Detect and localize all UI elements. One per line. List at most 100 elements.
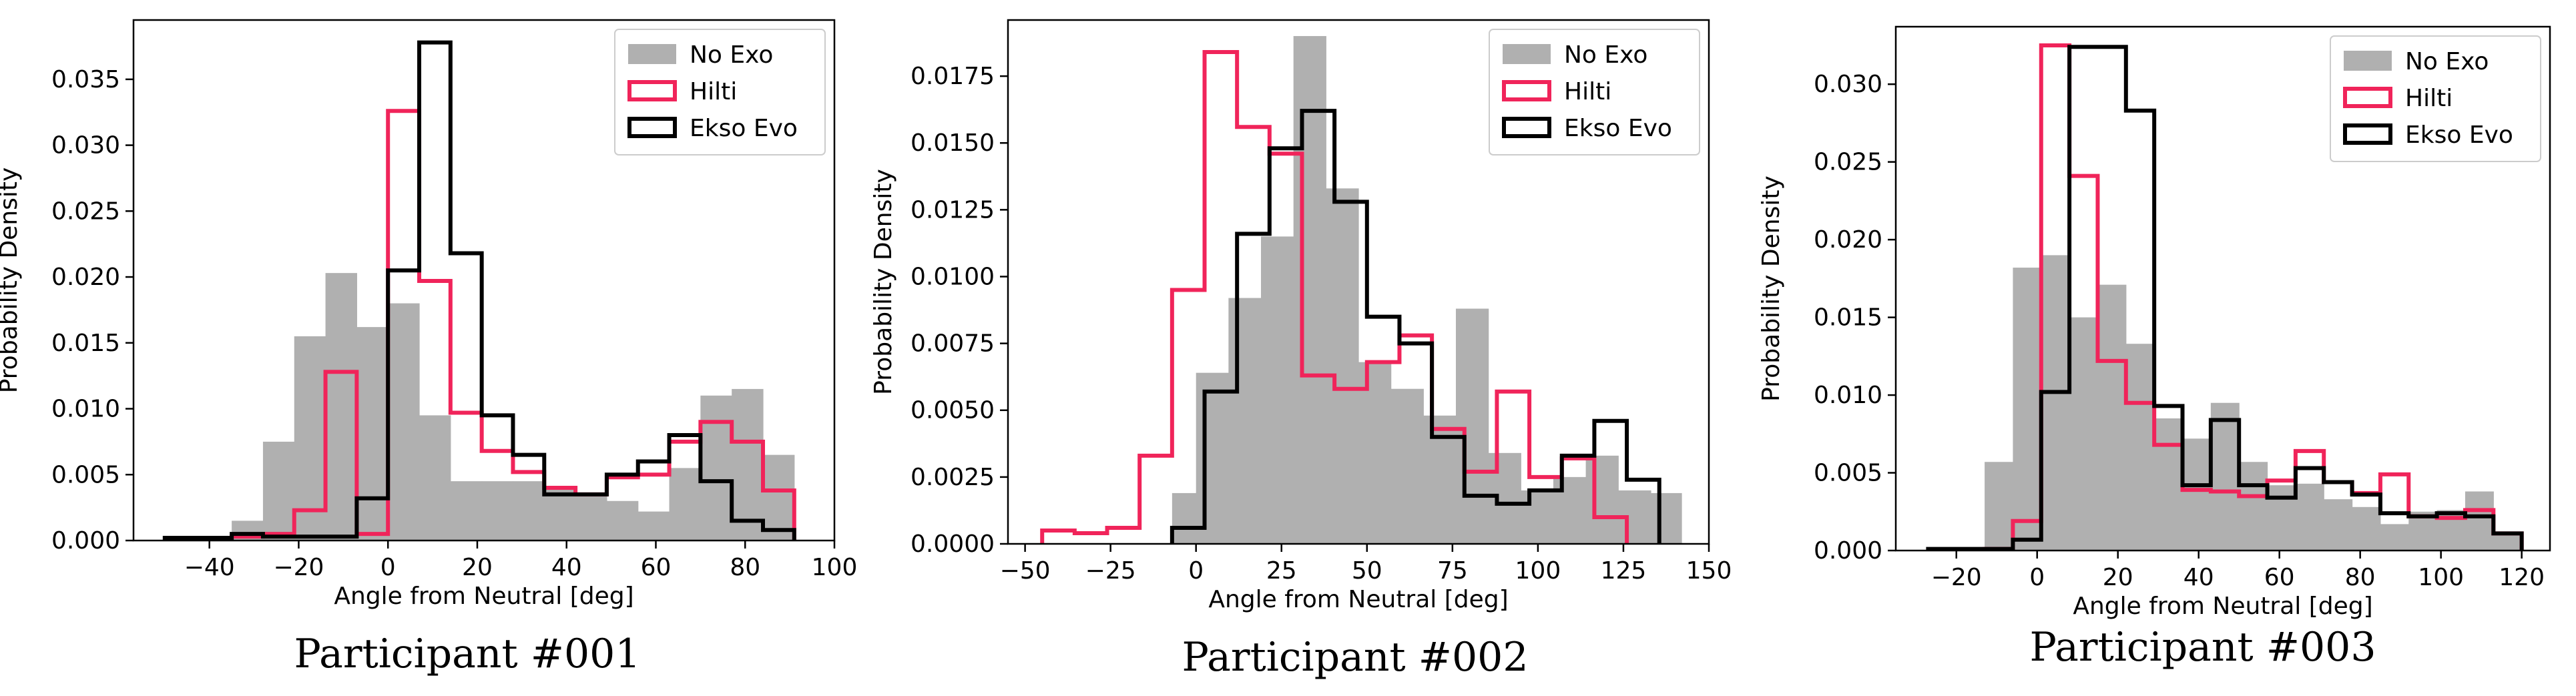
legend: No Exo Hilti Ekso Evo bbox=[2330, 35, 2541, 162]
x-tick-label: 20 bbox=[2103, 564, 2133, 591]
x-tick-label: 60 bbox=[641, 554, 672, 581]
histogram-bar bbox=[1455, 308, 1489, 544]
legend-swatch bbox=[628, 44, 676, 64]
histogram-bar bbox=[1172, 492, 1197, 544]
series-ekso-evo bbox=[162, 40, 796, 541]
legend-label: No Exo bbox=[690, 41, 773, 69]
legend-swatch bbox=[627, 117, 677, 138]
histogram-panel-participant-002: −50 −25 0 25 50 75 100 125 150 0.0000 0.0025 0.0050… bbox=[870, 19, 1732, 613]
step-line bbox=[1926, 45, 2524, 551]
histogram-bar bbox=[762, 454, 795, 541]
histogram-bar bbox=[2352, 506, 2381, 551]
histogram-bar bbox=[1650, 492, 1682, 544]
axes-frame bbox=[1894, 25, 2551, 552]
caption-participant-002: Participant #002 bbox=[1182, 634, 1529, 681]
y-tick-label: 0.0050 bbox=[911, 397, 995, 424]
y-tick-label: 0.020 bbox=[51, 264, 120, 291]
y-tick-label: 0.010 bbox=[51, 396, 120, 423]
histogram-bar bbox=[1196, 372, 1229, 544]
series-no-exo bbox=[1985, 255, 2523, 551]
y-tick-label: 0.025 bbox=[51, 198, 120, 225]
step-line bbox=[1170, 109, 1661, 544]
y-axis-label: Probability Density bbox=[0, 167, 23, 394]
histogram-bar bbox=[1521, 490, 1554, 544]
histogram-bar bbox=[2097, 284, 2127, 551]
histogram-bar bbox=[356, 327, 389, 541]
x-tick-label: 25 bbox=[1266, 557, 1297, 585]
y-tick-label: 0.0125 bbox=[911, 196, 995, 224]
y-tick-label: 0.015 bbox=[51, 330, 120, 357]
y-tick-label: 0.030 bbox=[1814, 71, 1882, 98]
y-tick-label: 0.025 bbox=[1814, 149, 1882, 176]
histogram-bar bbox=[2493, 533, 2523, 551]
legend-swatch bbox=[1502, 117, 1551, 138]
histogram-bar bbox=[325, 273, 357, 541]
series-hilti bbox=[230, 109, 796, 541]
x-tick-label: 75 bbox=[1437, 557, 1468, 585]
x-axis-label: Angle from Neutral [deg] bbox=[2073, 593, 2372, 620]
legend-label: Ekso Evo bbox=[690, 115, 798, 142]
x-tick-label: 60 bbox=[2264, 564, 2295, 591]
histogram-bar bbox=[2069, 317, 2099, 551]
histogram-bar bbox=[1423, 415, 1457, 544]
histogram-bar bbox=[2154, 418, 2183, 551]
histogram-bar bbox=[419, 415, 451, 541]
histogram-bar bbox=[669, 468, 701, 541]
series-ekso-evo bbox=[1170, 109, 1661, 544]
y-tick-label: 0.020 bbox=[1814, 226, 1882, 254]
legend-swatch bbox=[2343, 87, 2392, 108]
histogram-bar bbox=[2013, 268, 2042, 551]
caption-participant-001: Participant #001 bbox=[294, 631, 641, 677]
x-tick-label: 50 bbox=[1352, 557, 1382, 585]
x-tick-label: −25 bbox=[1085, 557, 1136, 585]
histogram-bar bbox=[1488, 452, 1521, 544]
histogram-bar bbox=[637, 511, 670, 541]
histogram-bar bbox=[544, 488, 576, 541]
histogram-bar bbox=[1358, 362, 1392, 544]
histogram-bar bbox=[2295, 483, 2324, 551]
x-tick-label: 150 bbox=[1686, 557, 1732, 585]
histogram-bar bbox=[700, 395, 732, 541]
legend-swatch bbox=[1502, 80, 1551, 101]
histogram-bar bbox=[450, 481, 483, 541]
y-tick-label: 0.0000 bbox=[911, 531, 995, 558]
y-tick-label: 0.0025 bbox=[911, 464, 995, 491]
histogram-bar bbox=[294, 336, 326, 541]
y-axis-label: Probability Density bbox=[1758, 176, 1785, 402]
x-tick-label: −20 bbox=[273, 554, 324, 581]
histogram-panel-participant-001: −40 −20 0 20 40 60 80 100 0.000 0.005 0.010 0.015 0.… bbox=[0, 19, 857, 610]
histogram-bar bbox=[1390, 388, 1424, 544]
histogram-bar bbox=[1228, 298, 1262, 544]
x-tick-label: −20 bbox=[1931, 564, 1982, 591]
legend-label: Hilti bbox=[690, 78, 737, 105]
histogram-bar bbox=[1326, 188, 1359, 545]
caption-participant-003: Participant #003 bbox=[2029, 624, 2376, 671]
histogram-bar bbox=[732, 388, 764, 541]
step-line bbox=[230, 109, 796, 541]
series-hilti bbox=[1040, 50, 1629, 544]
x-tick-label: 0 bbox=[1188, 557, 1204, 585]
histogram-panel-participant-003: −20 0 20 40 60 80 100 120 0.000 0.005 0.010 0.015 0.… bbox=[1758, 25, 2551, 620]
x-axis-label: Angle from Neutral [deg] bbox=[1208, 586, 1508, 613]
y-tick-label: 0.000 bbox=[51, 527, 120, 555]
x-tick-label: 80 bbox=[730, 554, 760, 581]
x-tick-label: 40 bbox=[2183, 564, 2214, 591]
x-tick-label: 125 bbox=[1601, 557, 1647, 585]
step-line bbox=[162, 40, 796, 541]
histogram-bar bbox=[513, 481, 545, 541]
x-tick-label: −50 bbox=[1000, 557, 1051, 585]
histogram-bar bbox=[1585, 455, 1619, 544]
x-tick-label: 0 bbox=[380, 554, 396, 581]
histogram-bar bbox=[2239, 462, 2268, 551]
legend-swatch bbox=[627, 80, 677, 101]
legend-label: Hilti bbox=[1564, 78, 1611, 105]
legend: No Exo Hilti Ekso Evo bbox=[614, 29, 826, 155]
y-axis-label: Probability Density bbox=[870, 169, 897, 395]
x-tick-label: 20 bbox=[462, 554, 493, 581]
legend: No Exo Hilti Ekso Evo bbox=[1489, 29, 1700, 155]
y-tick-label: 0.0150 bbox=[911, 129, 995, 157]
x-tick-label: 120 bbox=[2499, 564, 2545, 591]
y-tick-label: 0.010 bbox=[1814, 382, 1882, 409]
y-tick-label: 0.000 bbox=[1814, 537, 1882, 565]
